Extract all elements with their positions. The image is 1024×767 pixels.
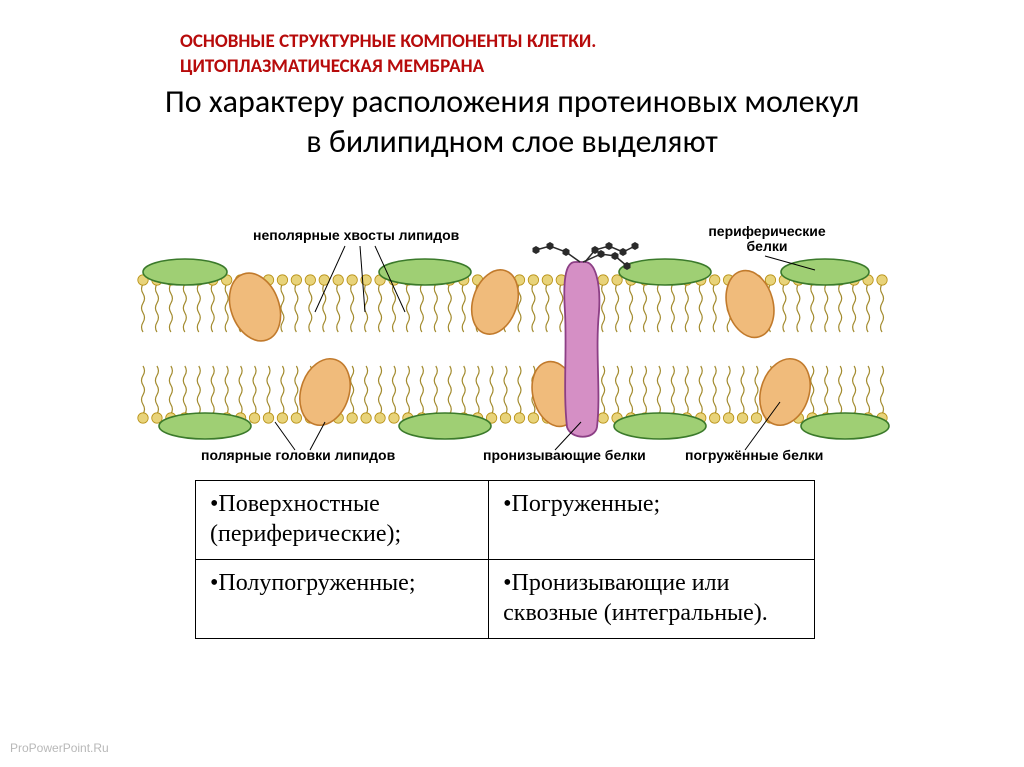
header-line-1: ОСНОВНЫЕ СТРУКТУРНЫЕ КОМПОНЕНТЫ КЛЕТКИ. [180,30,596,55]
table-row: •Поверхностные (периферические); •Погруж… [196,481,815,560]
cell-text: •Пронизывающие или сквозные (интегральны… [503,570,768,626]
label-polar-heads: полярные головки липидов [201,448,395,463]
table-cell: •Поверхностные (периферические); [196,481,489,560]
label-peripheral-line2: белки [747,238,788,254]
table-row: •Полупогруженные; •Пронизывающие или скв… [196,560,815,639]
label-peripheral-line1: периферические [708,223,825,239]
cell-text: •Погруженные; [503,491,660,517]
table-cell: •Пронизывающие или сквозные (интегральны… [489,560,815,639]
label-nonpolar-tails: неполярные хвосты липидов [253,228,459,243]
label-peripheral-proteins: периферические белки [707,224,827,255]
table-cell: •Погруженные; [489,481,815,560]
slide-subtitle: По характеру расположения протеиновых мо… [162,82,862,162]
membrane-svg [125,222,900,467]
label-piercing-proteins: пронизывающие белки [483,448,646,463]
proteins-group [143,242,889,439]
header-line-2: ЦИТОПЛАЗМАТИЧЕСКАЯ МЕМБРАНА [180,55,596,80]
table-cell: •Полупогруженные; [196,560,489,639]
slide-header: ОСНОВНЫЕ СТРУКТУРНЫЕ КОМПОНЕНТЫ КЛЕТКИ. … [180,30,596,79]
watermark-text: ProPowerPoint.Ru [10,741,109,755]
classification-table: •Поверхностные (периферические); •Погруж… [195,480,815,639]
cell-text: •Поверхностные (периферические); [210,491,401,547]
cell-text: •Полупогруженные; [210,570,416,596]
membrane-diagram: неполярные хвосты липидов периферические… [125,222,900,467]
label-submerged-proteins: погружённые белки [685,448,823,463]
